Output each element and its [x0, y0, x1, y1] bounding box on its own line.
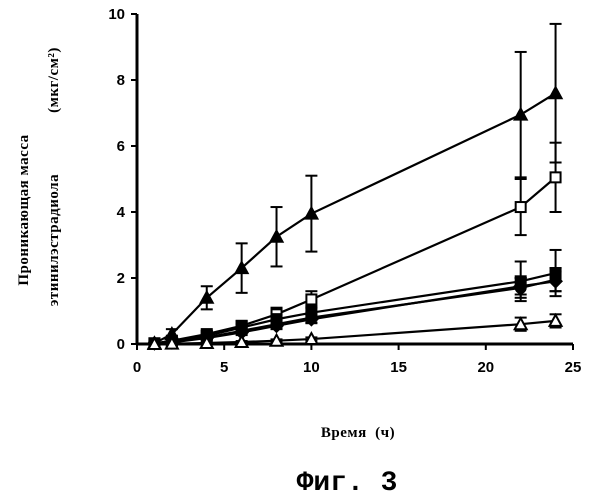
figure-caption: Фиг. 3 [297, 468, 398, 499]
axis-ticks: 0 5 10 15 20 25 0 2 4 6 8 10 [108, 6, 581, 376]
series-2 [148, 143, 561, 349]
series-line [154, 273, 555, 343]
x-tick-label: 10 [303, 359, 320, 376]
x-axis-title: Время (ч) [321, 425, 395, 441]
y-tick-label: 6 [117, 138, 125, 155]
data-point [516, 202, 526, 212]
data-point [515, 109, 527, 120]
series-layer [148, 24, 561, 349]
series-1 [148, 24, 561, 348]
series-line [154, 177, 555, 343]
x-tick-label: 0 [133, 359, 141, 376]
x-tick-label: 20 [477, 359, 494, 376]
plot-area: 0 5 10 15 20 25 0 2 4 6 8 10 [108, 6, 581, 376]
data-point [271, 231, 283, 242]
data-point [305, 208, 317, 219]
x-tick-label: 5 [220, 359, 228, 376]
data-point [550, 87, 562, 98]
x-tick-label: 15 [390, 359, 407, 376]
y-axis-title-line-2: этинилэстрадиола [46, 174, 62, 306]
y-tick-label: 8 [117, 72, 125, 89]
data-point [306, 294, 316, 304]
y-tick-label: 2 [117, 270, 125, 287]
data-point [551, 172, 561, 182]
y-axis-title: Проникающая масса этинилэстрадиола (мкг/… [16, 47, 62, 306]
y-tick-label: 10 [108, 6, 125, 23]
y-tick-label: 4 [117, 204, 126, 221]
y-axis-title-line-1: Проникающая масса [16, 134, 32, 285]
x-tick-label: 25 [565, 359, 582, 376]
y-axis-title-unit: (мкг/см²) [46, 47, 62, 113]
y-tick-label: 0 [117, 336, 125, 353]
